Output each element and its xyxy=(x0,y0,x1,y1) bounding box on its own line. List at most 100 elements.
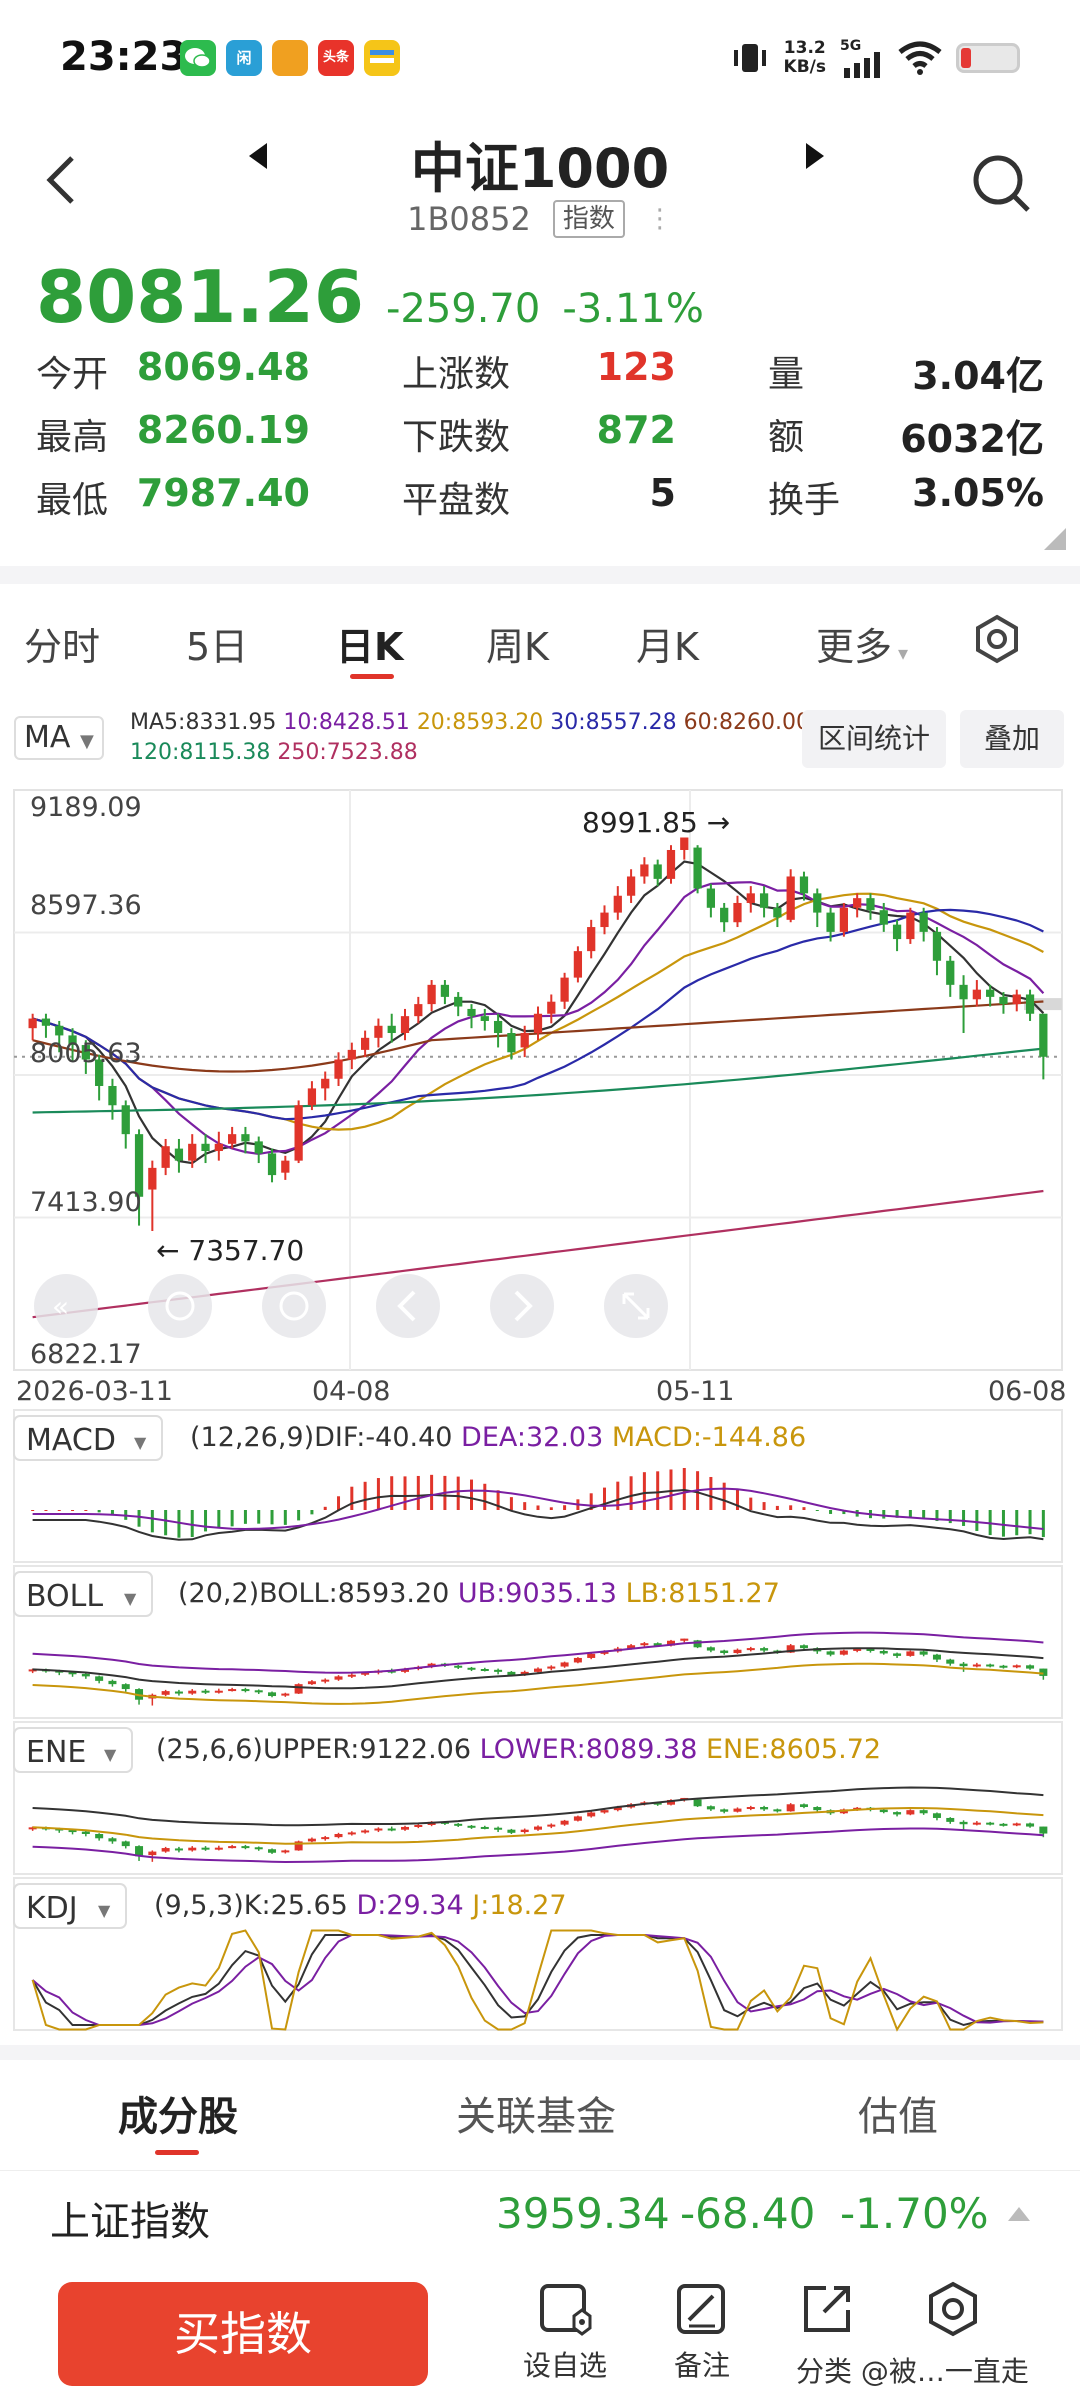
ene-candle xyxy=(879,1809,888,1813)
boll-select[interactable] xyxy=(13,1571,153,1617)
tab-daily-k[interactable]: 日K xyxy=(336,625,404,669)
boll-candle xyxy=(720,1650,729,1654)
candle-body xyxy=(759,893,769,908)
macd-bar xyxy=(509,1497,513,1510)
main-indicator-select[interactable]: MA ▼ xyxy=(14,716,104,760)
expand-corner-icon[interactable] xyxy=(1044,528,1066,550)
prev-index-button[interactable] xyxy=(245,140,271,180)
y-tick-label: 8005.63 xyxy=(30,1038,142,1069)
ene-candle xyxy=(68,1830,77,1833)
candle-body xyxy=(228,1134,237,1144)
boll-candle xyxy=(587,1653,596,1658)
macd-bar xyxy=(656,1471,660,1510)
zoom-in-button[interactable] xyxy=(148,1274,212,1338)
macd-bar xyxy=(430,1474,434,1510)
macd-bar xyxy=(44,1510,48,1511)
tab-valuation[interactable]: 估值 xyxy=(858,2094,938,2140)
triangle-left-icon xyxy=(249,143,267,169)
macd-bar xyxy=(895,1510,899,1518)
ma20-value: 20:8593.20 xyxy=(416,710,544,735)
range-stats-button[interactable]: 区间统计 xyxy=(802,710,946,768)
tab-monthly-k[interactable]: 月K xyxy=(636,625,699,669)
active-tab-indicator xyxy=(350,674,394,679)
tab-constituents[interactable]: 成分股 xyxy=(118,2094,238,2140)
boll-header: BOLL ▼ (20,2)BOLL:8593.20 UB:9035.13 LB:… xyxy=(13,1571,780,1617)
ene-candle xyxy=(374,1828,383,1831)
macd-select-label: MACD xyxy=(26,1423,116,1458)
expand-up-icon[interactable] xyxy=(1008,2207,1030,2221)
scroll-right-button[interactable] xyxy=(490,1274,554,1338)
candle-body xyxy=(853,898,862,908)
ma120-value: 120:8115.38 xyxy=(130,740,271,765)
candle-body xyxy=(587,927,596,952)
index-code-row: 1B0852 指数 ⋮ xyxy=(0,200,1080,238)
scroll-left-button[interactable] xyxy=(376,1274,440,1338)
search-button[interactable] xyxy=(970,152,1032,214)
tab-related-funds[interactable]: 关联基金 xyxy=(456,2094,616,2140)
double-chevron-left-icon: « xyxy=(52,1290,69,1323)
candle-body xyxy=(400,1016,410,1034)
chart-settings-button[interactable] xyxy=(972,614,1022,664)
more-icon[interactable]: ⋮ xyxy=(646,204,673,234)
ene-values: (25,6,6)UPPER:9122.06 LOWER:8089.38 ENE:… xyxy=(156,1734,881,1765)
caret-down-icon: ▼ xyxy=(124,1589,137,1608)
boll-candle xyxy=(666,1640,675,1646)
sub-indicator-panels xyxy=(13,1409,1063,2032)
ene-candle xyxy=(201,1847,210,1850)
back-button[interactable] xyxy=(40,150,90,220)
boll-candle xyxy=(95,1676,104,1681)
label-turnover: 换手 xyxy=(768,480,841,521)
net-speed: 13.2 KB/s xyxy=(783,38,826,77)
candle-body xyxy=(826,912,835,932)
buy-index-button[interactable]: 买指数 xyxy=(58,2282,428,2386)
tab-intraday[interactable]: 分时 xyxy=(24,625,101,669)
kline-chart[interactable]: 9189.09 8597.36 8005.63 7413.90 6822.17 … xyxy=(0,780,1080,2045)
macd-bar xyxy=(602,1487,606,1510)
candle-body xyxy=(307,1088,317,1106)
share-button[interactable] xyxy=(772,2280,882,2400)
add-watchlist-button[interactable]: 设自选 xyxy=(510,2280,620,2400)
component-tabs: 成分股 关联基金 估值 xyxy=(0,2060,1080,2170)
ene-candle xyxy=(228,1846,237,1849)
tab-weekly-k[interactable]: 周K xyxy=(486,625,549,669)
bottom-action-bar: 买指数 设自选 备注 分类 @被…一直走 xyxy=(0,2262,1080,2408)
collapse-left-button[interactable] xyxy=(34,1274,98,1338)
caret-down-icon: ▼ xyxy=(134,1433,147,1452)
tab-5day[interactable]: 5日 xyxy=(186,625,249,669)
ene-candle xyxy=(454,1823,463,1826)
overlay-button[interactable]: 叠加 xyxy=(960,710,1064,768)
status-indicators: 13.2 KB/s 5G xyxy=(730,36,1020,80)
macd-select[interactable] xyxy=(13,1415,163,1461)
note-button[interactable]: 备注 xyxy=(647,2280,757,2400)
tab-more[interactable]: 更多 ▾ xyxy=(816,625,909,669)
settings-button[interactable] xyxy=(898,2280,1008,2400)
candle-body xyxy=(999,996,1008,1005)
ene-candle xyxy=(494,1827,503,1830)
divider xyxy=(0,566,1080,584)
ene-candle xyxy=(507,1829,516,1833)
ma5-value: MA5:8331.95 xyxy=(130,710,277,735)
candle-body xyxy=(1025,994,1035,1014)
y-tick-label: 9189.09 xyxy=(30,792,142,823)
search-icon xyxy=(973,155,1030,212)
macd-bar xyxy=(204,1510,208,1532)
candle-body xyxy=(946,960,955,985)
zoom-out-button[interactable] xyxy=(262,1274,326,1338)
next-index-button[interactable] xyxy=(802,140,828,180)
ene-candle xyxy=(613,1807,622,1811)
boll-candle xyxy=(1039,1668,1048,1676)
boll-candle xyxy=(201,1690,210,1693)
kdj-select[interactable] xyxy=(13,1883,127,1929)
candle-body xyxy=(959,984,968,1000)
ene-candle xyxy=(813,1807,822,1811)
macd-bar xyxy=(57,1510,61,1511)
ene-candle xyxy=(786,1804,795,1812)
ene-candle xyxy=(347,1832,356,1835)
sh-index-ticker[interactable]: 上证指数 3959.34 -68.40 -1.70% xyxy=(0,2170,1080,2260)
ene-candle xyxy=(281,1850,290,1853)
boll-candle xyxy=(839,1650,848,1655)
boll-candle xyxy=(653,1643,662,1646)
ene-select[interactable] xyxy=(13,1727,133,1773)
macd-bar xyxy=(882,1510,886,1519)
macd-bar xyxy=(563,1505,567,1510)
